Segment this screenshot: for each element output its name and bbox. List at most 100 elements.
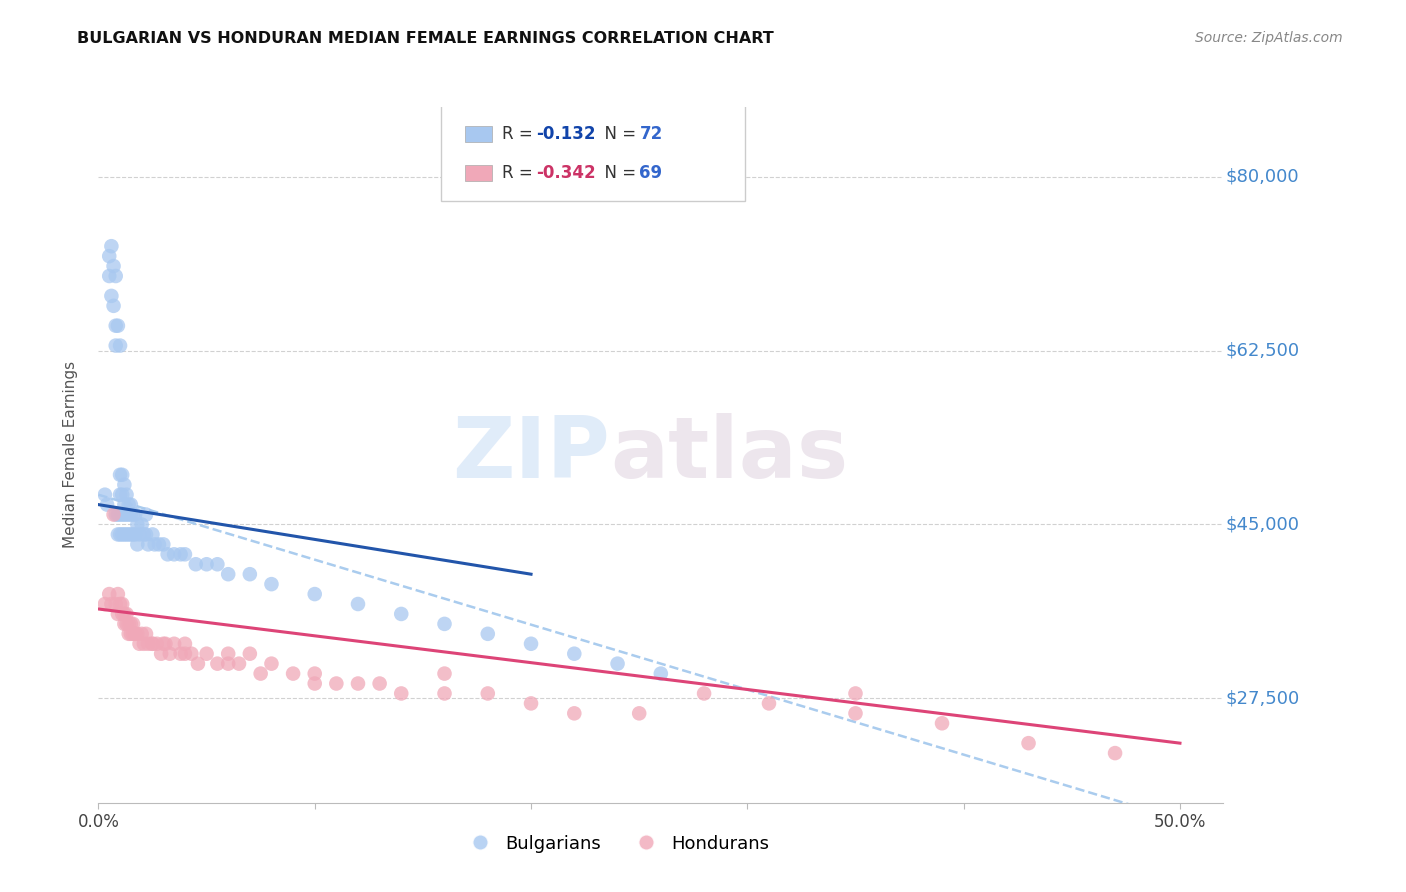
Point: [477, 686, 499, 700]
Point: [174, 647, 197, 661]
Point: [115, 508, 138, 522]
Point: [108, 467, 131, 482]
Point: [156, 547, 179, 561]
Point: [562, 706, 585, 721]
Point: [111, 607, 134, 621]
Point: [122, 508, 145, 522]
Point: [107, 607, 129, 621]
Point: [389, 607, 412, 621]
Point: [96, 498, 118, 512]
Legend: Bulgarians, Hondurans: Bulgarians, Hondurans: [456, 828, 776, 860]
Point: [174, 637, 197, 651]
Point: [127, 537, 149, 551]
Point: [127, 517, 149, 532]
Point: [118, 498, 141, 512]
Point: [115, 607, 138, 621]
Text: atlas: atlas: [610, 413, 848, 497]
Point: [931, 716, 953, 731]
Point: [120, 527, 142, 541]
Point: [132, 527, 155, 541]
Point: [628, 706, 651, 721]
Point: [122, 627, 145, 641]
Point: [520, 697, 543, 711]
Point: [844, 686, 866, 700]
Point: [304, 676, 326, 690]
Point: [122, 527, 145, 541]
Point: [184, 558, 207, 572]
Point: [1018, 736, 1040, 750]
Point: [163, 547, 186, 561]
Text: R =: R =: [502, 164, 538, 182]
Point: [135, 508, 157, 522]
Point: [562, 647, 585, 661]
Point: [169, 647, 191, 661]
Point: [120, 627, 142, 641]
Point: [150, 647, 173, 661]
Text: Source: ZipAtlas.com: Source: ZipAtlas.com: [1195, 31, 1343, 45]
Point: [180, 647, 202, 661]
Text: ZIP: ZIP: [453, 413, 610, 497]
Point: [112, 527, 135, 541]
Point: [260, 577, 283, 591]
Point: [132, 637, 155, 651]
Point: [118, 508, 141, 522]
Point: [141, 637, 163, 651]
Point: [195, 647, 218, 661]
Text: $27,500: $27,500: [1226, 690, 1299, 707]
Point: [152, 537, 174, 551]
Point: [136, 637, 159, 651]
Point: [347, 676, 370, 690]
Y-axis label: Median Female Earnings: Median Female Earnings: [63, 361, 77, 549]
Point: [118, 616, 141, 631]
Point: [304, 666, 326, 681]
Point: [207, 657, 229, 671]
Text: -0.342: -0.342: [536, 164, 596, 182]
Point: [100, 597, 122, 611]
Text: -0.132: -0.132: [536, 125, 596, 143]
Point: [118, 527, 141, 541]
Point: [118, 627, 141, 641]
Point: [239, 567, 262, 582]
Point: [111, 527, 134, 541]
Point: [98, 249, 121, 263]
Point: [650, 666, 672, 681]
Point: [128, 637, 150, 651]
Text: 69: 69: [640, 164, 662, 182]
Text: 72: 72: [640, 125, 662, 143]
Point: [207, 558, 229, 572]
Point: [107, 508, 129, 522]
Point: [187, 657, 209, 671]
Point: [108, 508, 131, 522]
Point: [477, 627, 499, 641]
Text: $45,000: $45,000: [1226, 516, 1299, 533]
Text: $80,000: $80,000: [1226, 168, 1299, 186]
FancyBboxPatch shape: [465, 165, 492, 181]
Point: [112, 498, 135, 512]
Point: [368, 676, 391, 690]
Point: [104, 338, 127, 352]
Point: [103, 508, 125, 522]
Point: [104, 597, 127, 611]
Point: [249, 666, 271, 681]
Point: [228, 657, 250, 671]
FancyBboxPatch shape: [441, 103, 745, 201]
Point: [143, 537, 166, 551]
Point: [103, 259, 125, 273]
Point: [148, 537, 170, 551]
Point: [115, 488, 138, 502]
Point: [108, 527, 131, 541]
Point: [120, 508, 142, 522]
Point: [260, 657, 283, 671]
Point: [124, 527, 146, 541]
Point: [111, 467, 134, 482]
Point: [606, 657, 628, 671]
Point: [98, 268, 121, 283]
Point: [122, 616, 145, 631]
Point: [135, 527, 157, 541]
Text: BULGARIAN VS HONDURAN MEDIAN FEMALE EARNINGS CORRELATION CHART: BULGARIAN VS HONDURAN MEDIAN FEMALE EARN…: [77, 31, 775, 46]
Point: [433, 686, 456, 700]
Point: [112, 607, 135, 621]
Point: [174, 547, 197, 561]
Point: [94, 597, 117, 611]
Point: [104, 318, 127, 333]
